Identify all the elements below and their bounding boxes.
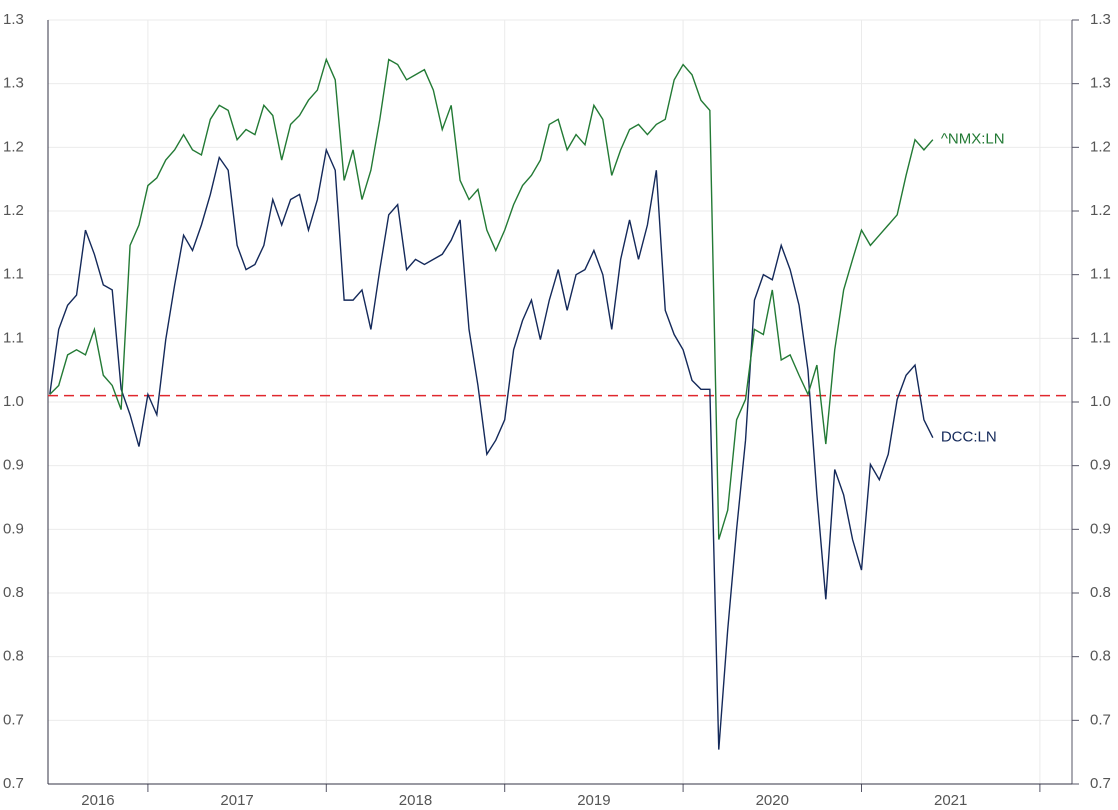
y-tick-label: 0.9 [3, 457, 24, 474]
x-tick-label: 2021 [934, 792, 967, 809]
y2-tick-label: 0.8 [1090, 648, 1111, 665]
y2-tick-label: 0.9 [1090, 520, 1111, 537]
series-label: ^NMX:LN [941, 131, 1005, 148]
y-tick-label: 0.9 [3, 520, 24, 537]
series-line [49, 147, 934, 750]
y-tick-label: 0.7 [3, 775, 24, 792]
y-tick-label: 0.8 [3, 648, 24, 665]
y2-tick-label: 1.0 [1090, 393, 1111, 410]
y-tick-label: 1.2 [3, 202, 24, 219]
y2-tick-label: 1.2 [1090, 202, 1111, 219]
y2-tick-label: 0.8 [1090, 584, 1111, 601]
y-tick-label: 0.8 [3, 584, 24, 601]
series-label: DCC:LN [941, 429, 997, 446]
x-tick-label: 2016 [81, 792, 114, 809]
x-tick-label: 2020 [756, 792, 789, 809]
y2-tick-label: 1.1 [1090, 329, 1111, 346]
y-tick-label: 0.7 [3, 711, 24, 728]
x-tick-label: 2018 [399, 792, 432, 809]
series-line [49, 57, 934, 540]
y-tick-label: 1.3 [3, 75, 24, 92]
x-tick-label: 2017 [220, 792, 253, 809]
y2-tick-label: 1.2 [1090, 138, 1111, 155]
y-tick-label: 1.1 [3, 329, 24, 346]
y-tick-label: 1.0 [3, 393, 24, 410]
y2-tick-label: 0.9 [1090, 457, 1111, 474]
y2-tick-label: 1.1 [1090, 266, 1111, 283]
y-tick-label: 1.3 [3, 11, 24, 28]
y-tick-label: 1.1 [3, 266, 24, 283]
y2-tick-label: 0.7 [1090, 711, 1111, 728]
y-tick-label: 1.2 [3, 138, 24, 155]
y2-tick-label: 0.7 [1090, 775, 1111, 792]
x-tick-label: 2019 [577, 792, 610, 809]
y2-tick-label: 1.3 [1090, 75, 1111, 92]
y2-tick-label: 1.3 [1090, 11, 1111, 28]
